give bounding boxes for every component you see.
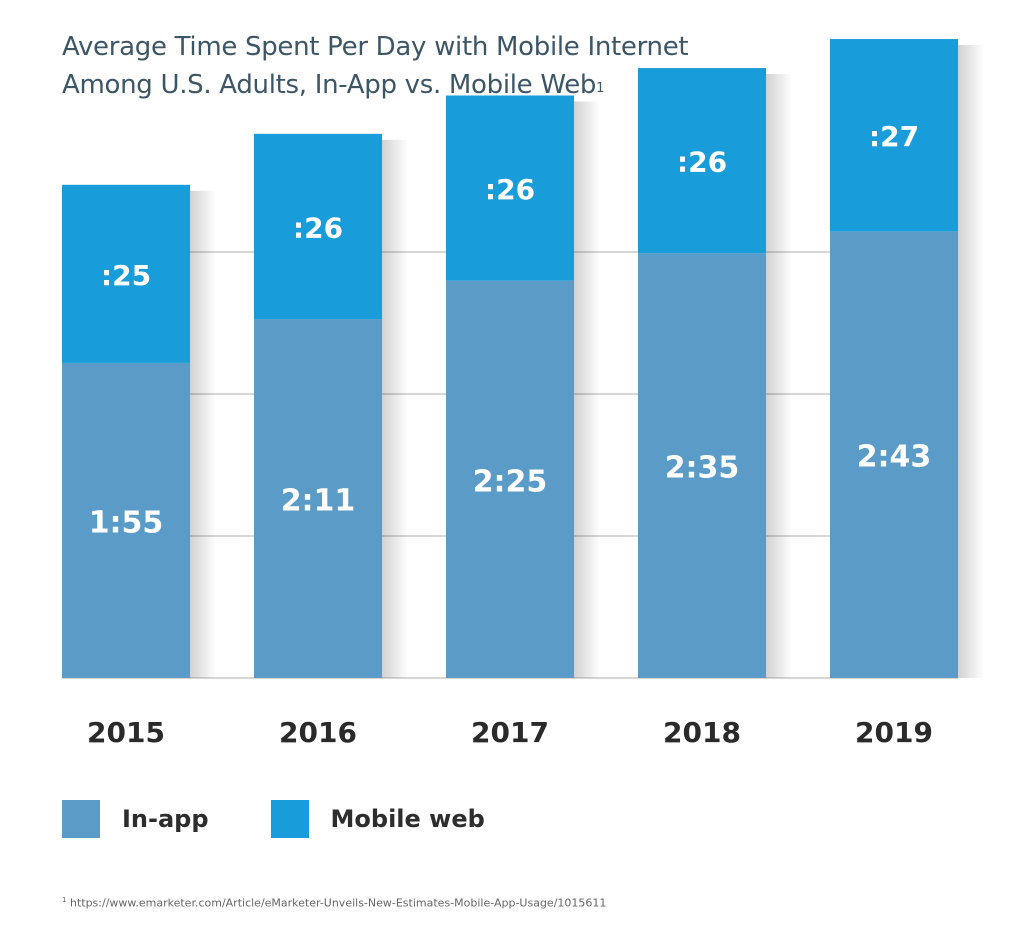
bar-in-app-2019 xyxy=(830,231,958,678)
data-label-mobile-web-2015: :25 xyxy=(101,259,151,292)
data-label-in-app-2018: 2:35 xyxy=(665,451,740,486)
bar-shadow xyxy=(190,190,216,679)
bar-mobile-web-2016 xyxy=(254,133,382,320)
data-label-in-app-2015: 1:55 xyxy=(89,505,164,540)
legend-label-in-app: In-app xyxy=(122,805,209,833)
bar-mobile-web-2019 xyxy=(830,39,958,232)
legend: In-app Mobile web xyxy=(62,800,547,838)
bar-shadow xyxy=(574,101,600,678)
chart-title-line2: Among U.S. Adults, In-App vs. Mobile Web… xyxy=(62,70,605,100)
data-label-in-app-2017: 2:25 xyxy=(473,464,548,499)
data-label-mobile-web-2017: :26 xyxy=(485,173,535,206)
bar-in-app-2016 xyxy=(254,319,382,678)
footnote: 1 https://www.emarketer.com/Article/eMar… xyxy=(62,896,607,910)
bar-mobile-web-2017 xyxy=(446,95,574,281)
data-label-mobile-web-2019: :27 xyxy=(869,120,919,153)
data-label-in-app-2019: 2:43 xyxy=(857,440,932,475)
footnote-url: https://www.emarketer.com/Article/eMarke… xyxy=(69,896,607,910)
bar-mobile-web-2018 xyxy=(638,68,766,254)
x-tick-label-2019: 2019 xyxy=(855,716,933,749)
bar-in-app-2017 xyxy=(446,280,574,678)
legend-swatch-mobile-web xyxy=(270,800,309,838)
data-label-mobile-web-2016: :26 xyxy=(293,211,343,244)
x-tick-label-2017: 2017 xyxy=(471,716,549,749)
x-tick-label-2015: 2015 xyxy=(87,716,165,749)
bar-shadow xyxy=(382,139,408,678)
data-label-mobile-web-2018: :26 xyxy=(677,146,727,179)
title-footnote-mark: 1 xyxy=(596,81,605,96)
chart-title: Average Time Spent Per Day with Mobile I… xyxy=(62,28,689,104)
bar-mobile-web-2015 xyxy=(62,184,190,363)
x-tick-label-2016: 2016 xyxy=(279,716,357,749)
legend-label-mobile-web: Mobile web xyxy=(330,805,485,833)
bar-in-app-2015 xyxy=(62,362,190,678)
x-tick-label-2018: 2018 xyxy=(663,716,741,749)
legend-swatch-in-app xyxy=(62,800,100,838)
chart-title-line1: Average Time Spent Per Day with Mobile I… xyxy=(62,32,689,62)
bar-shadow xyxy=(766,74,792,679)
bar-in-app-2018 xyxy=(638,253,766,679)
bar-shadow xyxy=(958,45,984,679)
stacked-bar-chart: 1:55 :25 2:11 :26 2:25 :26 2:35 :26 2:43 :27 2015… xyxy=(62,39,984,749)
data-label-in-app-2016: 2:11 xyxy=(281,484,356,519)
